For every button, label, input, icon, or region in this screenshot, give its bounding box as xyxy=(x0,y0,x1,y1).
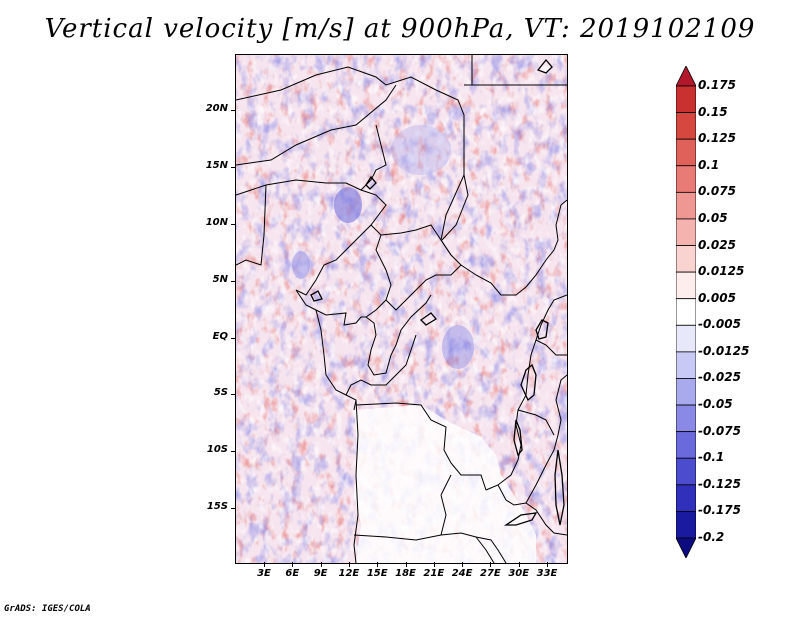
footer-credit: GrADS: IGES/COLA xyxy=(4,604,91,614)
lon-tick xyxy=(348,562,350,567)
colorbar-label: -0.0125 xyxy=(698,343,750,358)
lon-label-3e: 3E xyxy=(257,568,271,579)
colorbar-bin xyxy=(675,324,697,353)
colorbar-bin xyxy=(675,138,697,167)
lon-label-33e: 33E xyxy=(536,568,558,579)
color-bar xyxy=(675,65,697,562)
lat-tick xyxy=(231,224,236,225)
colorbar-label: 0.1 xyxy=(698,157,720,172)
colorbar-label: -0.2 xyxy=(698,530,725,544)
colorbar-bin xyxy=(675,404,697,433)
lat-tick xyxy=(231,508,236,509)
lon-tick xyxy=(264,562,265,567)
lat-label-20n: 20N xyxy=(205,103,228,114)
velocity-field xyxy=(236,55,567,563)
plot-title: Vertical velocity [m/s] at 900hPa, VT: 2… xyxy=(44,14,756,44)
map-panel xyxy=(235,54,568,564)
lat-label-5s: 5S xyxy=(213,387,228,398)
strong-downdraft-cell xyxy=(334,187,362,223)
lon-label-9e: 9E xyxy=(313,568,328,579)
lat-label-10n: 10N xyxy=(205,217,228,228)
lon-label-21e: 21E xyxy=(423,568,445,579)
lat-label-15n: 15N xyxy=(205,160,228,171)
colorbar-bin xyxy=(675,351,697,379)
colorbar-label: 0.15 xyxy=(698,104,728,119)
lon-label-6e: 6E xyxy=(285,568,300,579)
color-bar-graphic xyxy=(675,65,697,559)
lon-tick xyxy=(377,562,379,567)
lat-tick xyxy=(231,167,236,168)
colorbar-label: -0.175 xyxy=(698,503,741,518)
lon-tick xyxy=(462,562,464,567)
colorbar-bin xyxy=(675,165,697,193)
colorbar-bin xyxy=(675,191,697,220)
downdraft-cell xyxy=(442,325,474,369)
colorbar-label: 0.125 xyxy=(698,131,736,146)
colorbar-label: -0.05 xyxy=(698,397,733,412)
colorbar-bin xyxy=(675,112,697,140)
colorbar-bin xyxy=(675,85,697,113)
colorbar-bin xyxy=(675,431,697,459)
colorbar-bin xyxy=(675,245,697,273)
colorbar-label: 0.05 xyxy=(698,210,728,225)
lat-tick xyxy=(231,281,236,282)
lat-tick xyxy=(231,110,236,111)
colorbar-bin xyxy=(675,457,697,486)
lat-tick xyxy=(231,338,236,339)
lon-label-30e: 30E xyxy=(508,568,530,579)
lon-tick xyxy=(292,562,294,567)
lake-outlines xyxy=(310,58,565,526)
colorbar-label: -0.1 xyxy=(698,450,725,465)
lon-tick xyxy=(490,562,492,567)
lon-label-12e: 12E xyxy=(338,568,360,579)
lat-label-5n: 5N xyxy=(212,274,228,285)
colorbar-bin xyxy=(675,484,697,512)
colorbar-bin xyxy=(675,298,697,326)
colorbar-bin xyxy=(675,218,697,246)
colorbar-label: 0.0125 xyxy=(698,264,745,279)
colorbar-label: -0.125 xyxy=(698,476,741,491)
colorbar-label: -0.025 xyxy=(698,370,741,385)
lat-tick xyxy=(231,451,236,452)
lon-tick xyxy=(405,562,407,567)
lon-label-15e: 15E xyxy=(366,568,388,579)
colorbar-label: 0.075 xyxy=(698,184,736,199)
colorbar-label: -0.075 xyxy=(698,423,741,438)
lat-label-10s: 10S xyxy=(206,444,228,455)
downdraft-cell xyxy=(292,251,310,279)
colorbar-bottom-arrow xyxy=(675,537,697,559)
colorbar-label: 0.005 xyxy=(698,290,736,305)
colorbar-bin xyxy=(675,271,697,300)
lon-label-27e: 27E xyxy=(480,568,501,579)
country-borders xyxy=(236,55,567,563)
colorbar-top-arrow xyxy=(675,65,697,87)
lon-tick xyxy=(547,562,548,567)
colorbar-bin xyxy=(675,511,697,539)
lat-label-eq: EQ xyxy=(212,331,228,342)
downdraft-cell xyxy=(391,125,451,175)
colorbar-label: 0.025 xyxy=(698,237,736,252)
lat-label-15s: 15S xyxy=(206,501,228,512)
colorbar-label: -0.005 xyxy=(698,317,741,332)
lon-label-24e: 24E xyxy=(451,568,473,579)
lat-tick xyxy=(231,394,236,395)
lon-label-18e: 18E xyxy=(395,568,416,579)
lon-tick xyxy=(518,562,520,567)
lon-tick xyxy=(433,562,435,567)
colorbar-bin xyxy=(675,378,697,406)
colorbar-label: 0.175 xyxy=(698,78,736,92)
lon-tick xyxy=(320,562,322,567)
calm-region xyxy=(354,405,536,563)
